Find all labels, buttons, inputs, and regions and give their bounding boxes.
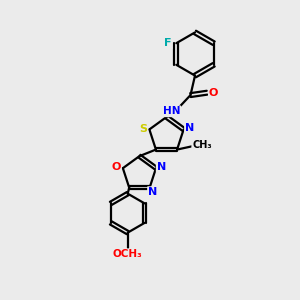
Text: CH₃: CH₃ — [192, 140, 212, 150]
Text: N: N — [185, 123, 194, 133]
Text: HN: HN — [163, 106, 180, 116]
Text: OCH₃: OCH₃ — [113, 249, 142, 259]
Text: O: O — [112, 162, 121, 172]
Text: F: F — [164, 38, 172, 48]
Text: S: S — [140, 124, 147, 134]
Text: N: N — [148, 187, 157, 197]
Text: O: O — [209, 88, 218, 98]
Text: N: N — [157, 162, 166, 172]
